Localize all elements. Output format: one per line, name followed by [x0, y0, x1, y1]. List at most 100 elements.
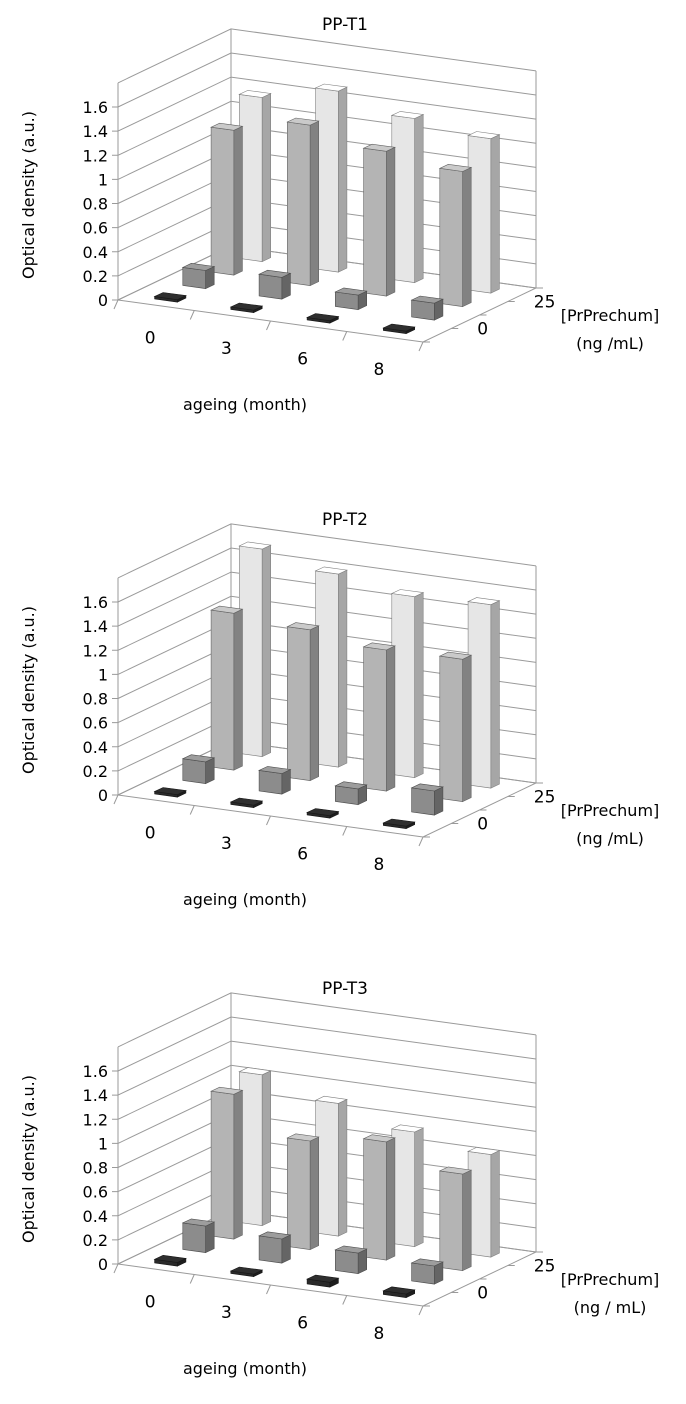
- bar-top: [467, 1147, 501, 1155]
- bar-front: [239, 94, 263, 262]
- bar-front: [363, 646, 387, 792]
- bar-top: [210, 1086, 244, 1095]
- bar-top: [286, 622, 320, 631]
- y-tick-label: 0: [98, 1255, 108, 1274]
- x-tick: [189, 310, 195, 320]
- bar-front: [391, 115, 416, 283]
- gridline: [117, 992, 537, 1048]
- bar-side: [309, 1136, 320, 1251]
- x-tick-label: 6: [297, 844, 308, 864]
- chart-svg: 0 0.2 0.4 0.6 0.8 1 1.2 1.4 1.6 0 3 6 8 0 25 PP-T1 Opt…: [19, 15, 659, 414]
- bar-front: [210, 609, 235, 771]
- bar: [314, 566, 348, 768]
- bar-side: [338, 86, 348, 273]
- bar-front: [182, 267, 206, 289]
- bar: [229, 302, 264, 314]
- z-tick-label: 25: [534, 293, 556, 313]
- z-axis-label-line2: (ng / mL): [574, 1298, 647, 1317]
- bar-top: [153, 292, 187, 301]
- bar: [153, 292, 187, 303]
- bar-top: [210, 605, 244, 614]
- x-tick: [342, 331, 348, 341]
- bar-top: [306, 1274, 340, 1283]
- y-tick-label: 1: [98, 1134, 108, 1153]
- bar-front: [210, 1090, 235, 1240]
- bar-front: [315, 87, 339, 273]
- bar-front: [182, 1222, 206, 1253]
- y-tick-label: 1.4: [83, 122, 108, 141]
- bar: [410, 1258, 444, 1285]
- bar-side: [261, 93, 272, 263]
- x-tick: [342, 826, 348, 836]
- bar-front: [286, 1137, 311, 1250]
- bar-front: [363, 1138, 387, 1261]
- bar-side: [205, 757, 215, 785]
- y-tick-label: 0.8: [83, 1159, 108, 1178]
- gridline: [117, 1040, 537, 1096]
- bar-top: [306, 808, 340, 817]
- bar-side: [281, 272, 291, 300]
- x-tick-label: 6: [297, 1313, 308, 1333]
- x-axis-label: ageing (month): [183, 1359, 307, 1378]
- bar: [362, 1134, 396, 1261]
- bar-top: [258, 269, 292, 278]
- y-axis-label: Optical density (a.u.): [19, 606, 38, 774]
- bar: [286, 622, 320, 782]
- gridline: [117, 1016, 537, 1072]
- bar-side: [309, 120, 320, 287]
- z-axis-label-line2: (ng /mL): [576, 829, 644, 848]
- z-tick-label: 0: [477, 320, 488, 340]
- bar-front: [239, 1071, 263, 1226]
- y-tick-label: 1.2: [83, 641, 108, 660]
- bar-side: [414, 114, 424, 284]
- bar: [238, 90, 272, 263]
- y-tick-label: 0.8: [83, 195, 108, 214]
- bar-top: [467, 597, 501, 606]
- x-tick-label: 3: [221, 339, 232, 359]
- bar-side: [462, 166, 472, 308]
- bar-top: [286, 117, 320, 126]
- bar-front: [411, 1262, 435, 1285]
- bar-side: [490, 1150, 500, 1258]
- bar: [467, 1147, 501, 1258]
- bar-top: [314, 566, 348, 575]
- bar: [334, 287, 368, 311]
- bar-top: [286, 1133, 320, 1142]
- x-tick: [113, 794, 119, 805]
- bar-side: [490, 134, 500, 294]
- y-tick-label: 1.2: [83, 1110, 108, 1129]
- bar-side: [414, 1127, 424, 1248]
- y-tick-label: 1.4: [83, 1086, 108, 1105]
- bar-top: [382, 1286, 416, 1295]
- bar: [314, 1095, 348, 1237]
- bar-side: [309, 625, 320, 782]
- bar-front: [286, 626, 311, 781]
- chart-gridlines: [117, 992, 537, 1265]
- bar-front: [467, 1151, 492, 1258]
- bar: [390, 111, 425, 284]
- y-tick-label: 0.6: [83, 219, 108, 238]
- bar-top: [229, 1266, 264, 1275]
- bar-top: [306, 313, 340, 322]
- bar: [181, 754, 216, 785]
- bar: [181, 262, 216, 290]
- x-tick-label: 3: [221, 1303, 232, 1323]
- bar: [362, 143, 396, 297]
- bar-front: [258, 770, 283, 795]
- bar: [382, 323, 416, 335]
- bar-side: [490, 600, 500, 789]
- bar: [390, 589, 425, 779]
- bar-front: [210, 126, 235, 276]
- bar: [382, 1286, 416, 1299]
- y-tick-label: 0.4: [83, 738, 108, 757]
- bar-top: [438, 163, 473, 172]
- chart-title: PP-T2: [322, 510, 368, 530]
- x-tick: [266, 815, 271, 826]
- z-axis-label-line2: (ng /mL): [576, 334, 644, 353]
- y-tick-label: 1.6: [83, 98, 108, 117]
- bar-front: [391, 593, 416, 778]
- bar: [210, 605, 244, 771]
- bar: [410, 783, 444, 816]
- chart-svg: 0 0.2 0.4 0.6 0.8 1 1.2 1.4 1.6 0 3 6 8 0 25 PP-T3 Opt…: [19, 979, 659, 1378]
- bar-top: [229, 302, 264, 311]
